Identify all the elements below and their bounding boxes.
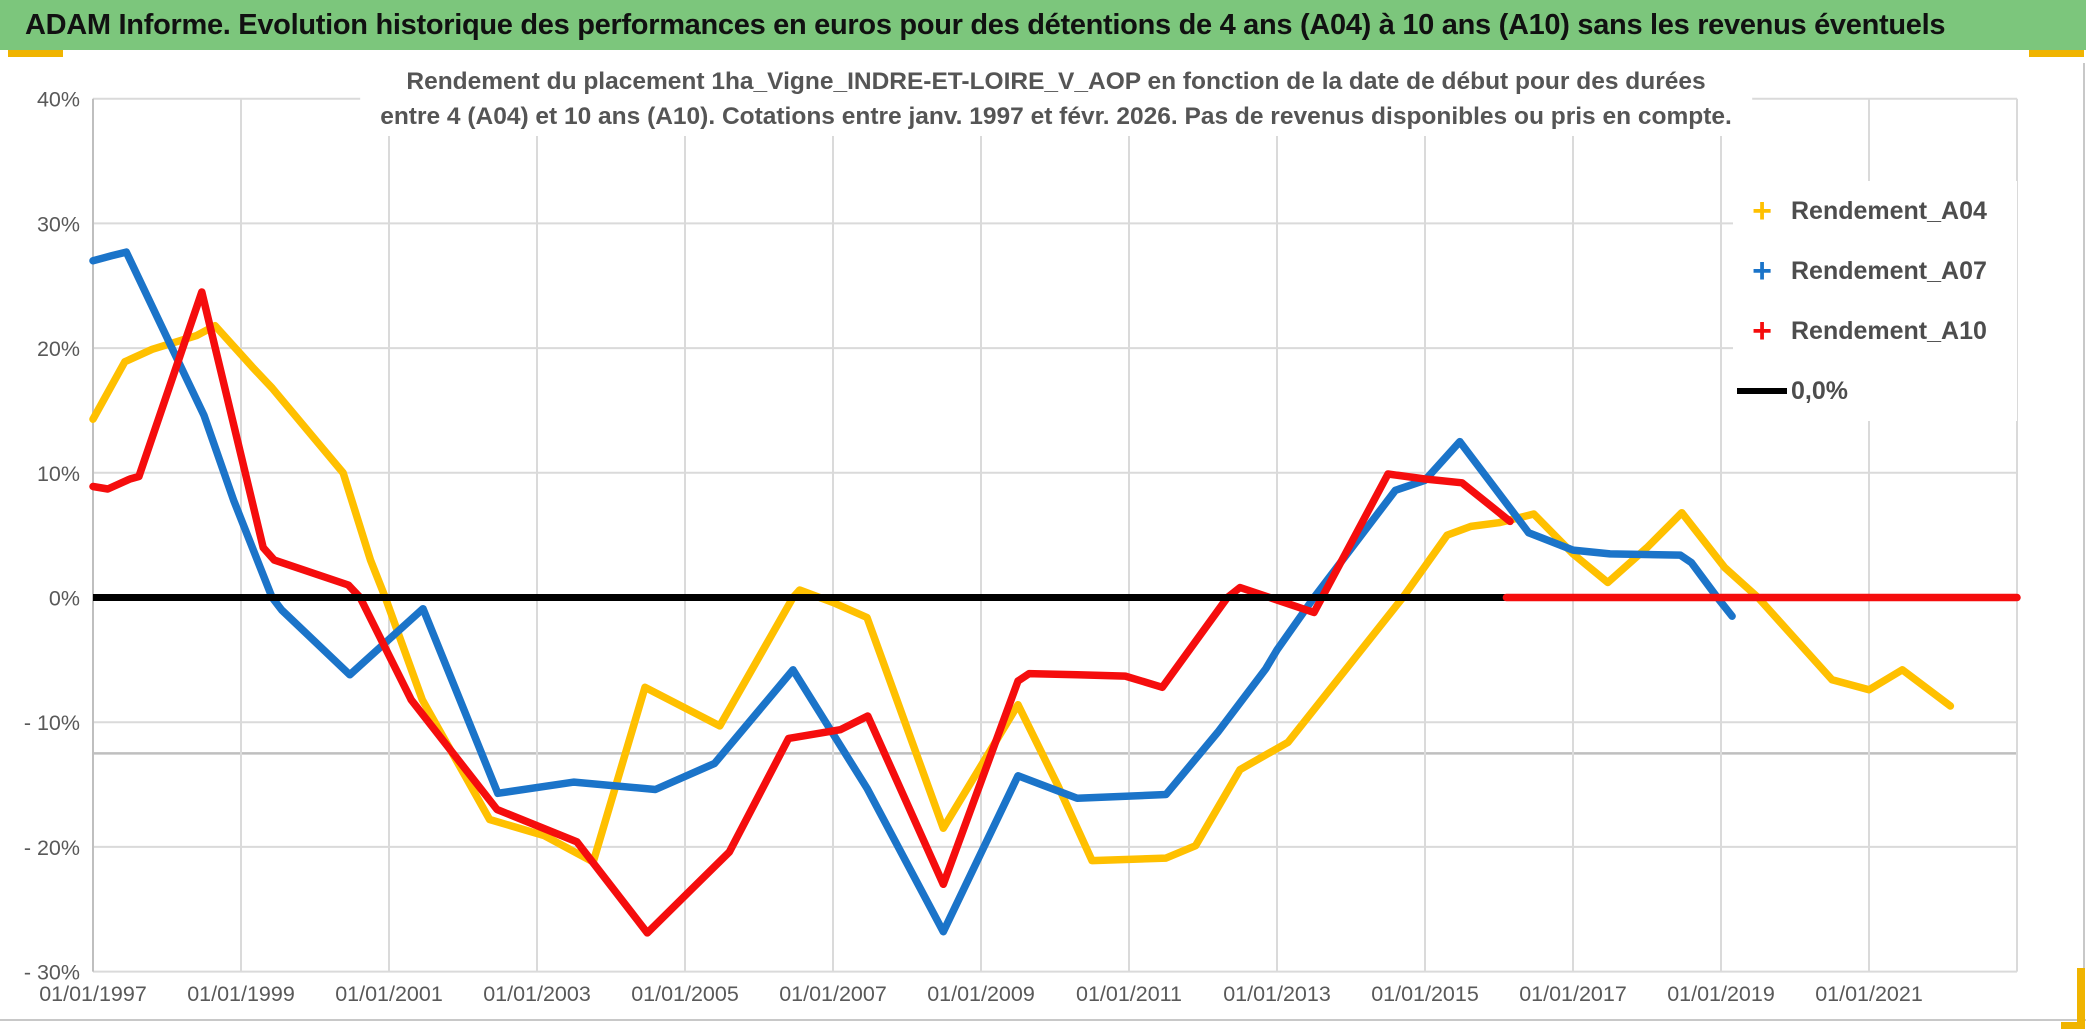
sheet-title-text: ADAM Informe. Evolution historique des p… [25, 8, 1946, 41]
sheet-title-banner: ADAM Informe. Evolution historique des p… [0, 0, 2086, 50]
legend-label: Rendement_A04 [1791, 196, 1987, 225]
series-line-rendement_a10[interactable] [89, 288, 1514, 937]
y-axis-tick-label[interactable]: 0% [49, 587, 80, 611]
y-axis-tick-label[interactable]: 30% [37, 212, 80, 236]
x-axis-tick-label[interactable]: 01/01/2007 [779, 982, 887, 1006]
y-axis-tick-label[interactable]: - 10% [24, 711, 80, 735]
chart-title-line1: Rendement du placement 1ha_Vigne_INDRE-E… [406, 68, 1706, 95]
legend-label: Rendement_A07 [1791, 256, 1987, 285]
legend-plus-marker-icon: + [1752, 252, 1772, 290]
legend-line-swatch-icon [1737, 388, 1787, 394]
y-axis-tick-label[interactable]: 20% [37, 337, 80, 361]
y-axis-tick-label[interactable]: 10% [37, 462, 80, 486]
legend-item-0-0-[interactable]: 0,0% [1733, 361, 2017, 421]
x-axis-tick-label[interactable]: 01/01/1999 [187, 982, 295, 1006]
selection-handle-bottom-right-vertical[interactable] [2077, 968, 2085, 1029]
x-axis-tick-label[interactable]: 01/01/2005 [631, 982, 739, 1006]
y-axis-tick-label[interactable]: - 30% [24, 961, 80, 985]
legend-item-rendement-a10[interactable]: + Rendement_A10 [1733, 301, 2017, 361]
y-axis-tick-label[interactable]: 40% [37, 88, 80, 112]
legend-plus-marker-icon: + [1752, 192, 1772, 230]
chart-legend[interactable]: + Rendement_A04 + Rendement_A07 + Rendement_A… [1733, 181, 2017, 421]
selection-handle-top-left[interactable] [8, 50, 63, 57]
x-axis-tick-label[interactable]: 01/01/2009 [927, 982, 1035, 1006]
x-axis-tick-label[interactable]: 01/01/2013 [1223, 982, 1331, 1006]
legend-label: 0,0% [1791, 376, 1848, 405]
x-axis-tick-label[interactable]: 01/01/2001 [335, 982, 443, 1006]
x-axis-tick-label[interactable]: 01/01/1997 [39, 982, 147, 1006]
selection-handle-bottom-right-horizontal[interactable] [2061, 1022, 2085, 1029]
x-axis-tick-label[interactable]: 01/01/2015 [1371, 982, 1479, 1006]
legend-label: Rendement_A10 [1791, 316, 1987, 345]
legend-item-rendement-a07[interactable]: + Rendement_A07 [1733, 241, 2017, 301]
x-axis-tick-label[interactable]: 01/01/2021 [1815, 982, 1923, 1006]
x-axis-tick-label[interactable]: 01/01/2003 [483, 982, 591, 1006]
x-axis-tick-label[interactable]: 01/01/2011 [1076, 982, 1182, 1006]
x-axis-tick-label[interactable]: 01/01/2019 [1667, 982, 1775, 1006]
legend-item-rendement-a04[interactable]: + Rendement_A04 [1733, 181, 2017, 241]
selection-handle-top-right[interactable] [2029, 50, 2084, 57]
x-axis-tick-label[interactable]: 01/01/2017 [1519, 982, 1627, 1006]
chart-title[interactable]: Rendement du placement 1ha_Vigne_INDRE-E… [360, 60, 1752, 136]
series-line-rendement_a07[interactable] [89, 248, 1736, 936]
chart-title-line2: entre 4 (A04) et 10 ans (A10). Cotations… [380, 103, 1732, 130]
y-axis-tick-label[interactable]: - 20% [24, 836, 80, 860]
legend-plus-marker-icon: + [1752, 312, 1772, 350]
